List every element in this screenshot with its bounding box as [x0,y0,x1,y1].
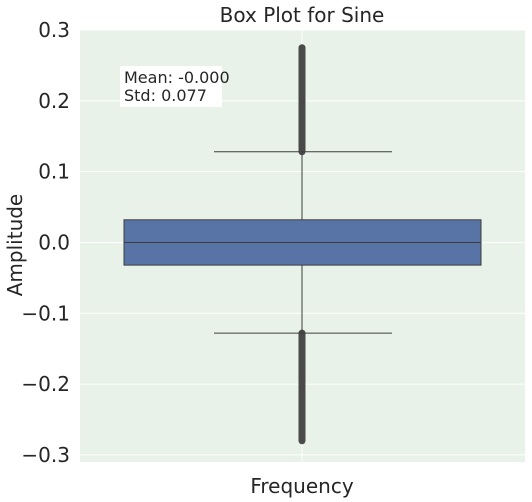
annotation-box [120,66,222,107]
annotation-std: Std: 0.077 [124,86,207,105]
y-tick-label: −0.1 [21,301,70,325]
annotation-mean: Mean: -0.000 [124,68,230,87]
chart-title: Box Plot for Sine [220,3,385,27]
y-tick-label: −0.2 [21,372,70,396]
y-tick-label: 0.3 [38,18,70,42]
y-tick-label: 0.0 [38,230,70,254]
box-group [123,151,482,334]
y-tick-labels: 0.3 0.2 0.1 0.0 −0.1 −0.2 −0.3 [21,18,70,467]
y-tick-label: 0.1 [38,160,70,184]
y-tick-label: −0.3 [21,443,70,467]
y-tick-label: 0.2 [38,89,70,113]
y-axis-label: Amplitude [3,194,27,297]
x-axis-label: Frequency [250,474,353,498]
